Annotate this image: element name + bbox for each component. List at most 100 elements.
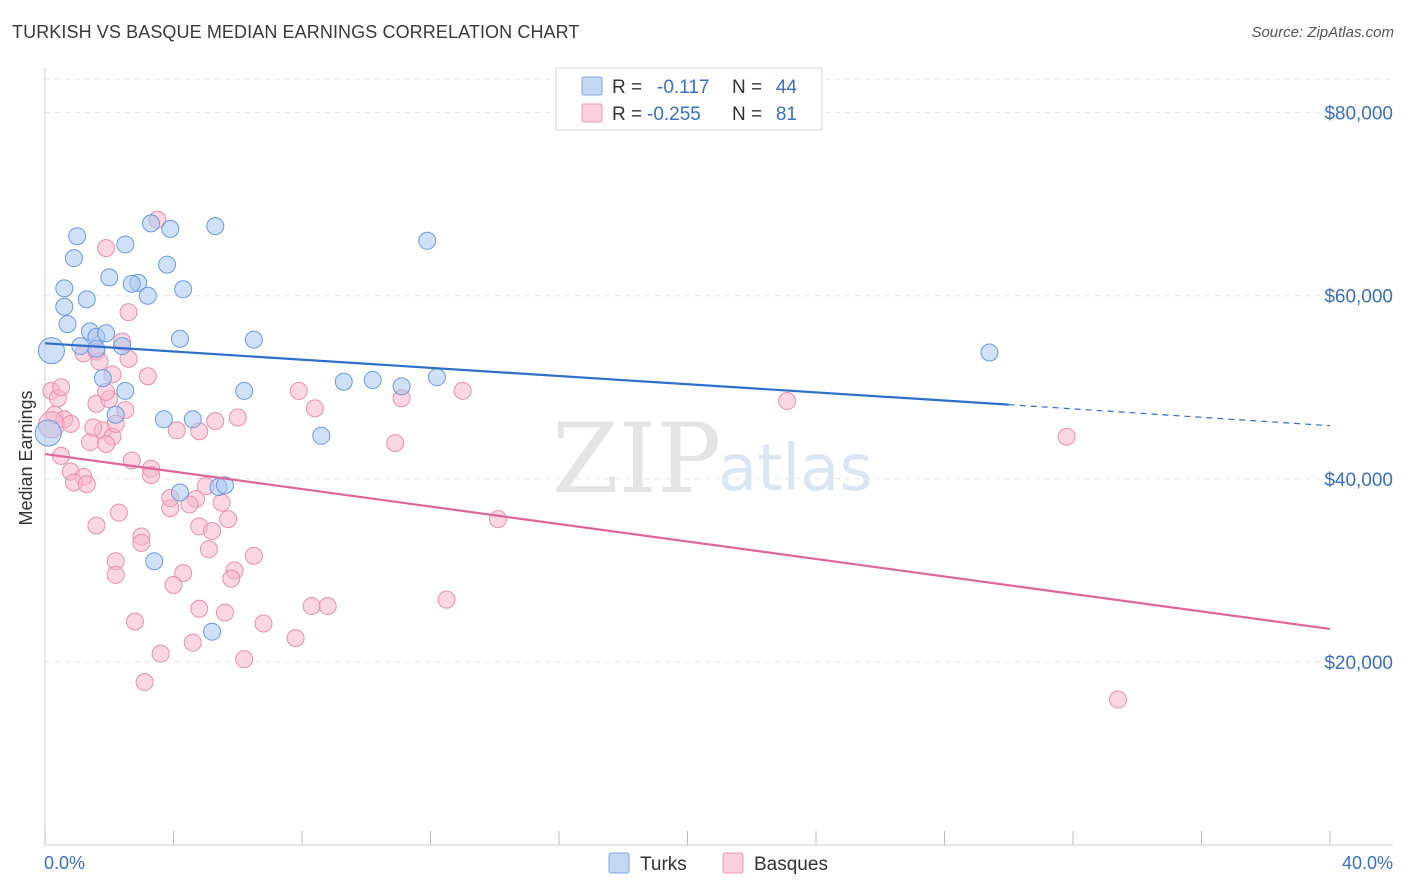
basques-point-60 <box>302 597 321 616</box>
basques-point-41 <box>219 510 238 529</box>
turks-point-20 <box>174 280 193 299</box>
turks-point-21 <box>170 329 189 348</box>
turks-point-40 <box>203 622 222 641</box>
basques-point-57 <box>235 650 254 669</box>
turks-point-10 <box>97 324 116 343</box>
turks-point-34 <box>427 368 446 387</box>
legend-r-label-basques: R = <box>612 104 642 125</box>
legend-swatch-turks <box>581 76 603 96</box>
x-tick-marks <box>44 831 1331 845</box>
turks-point-38 <box>215 476 234 495</box>
turks-point-17 <box>142 214 161 233</box>
turks-point-0 <box>37 337 65 365</box>
turks-point-39 <box>145 552 164 571</box>
basques-point-74 <box>206 412 225 431</box>
y-tick-label-80000: $80,000 <box>1324 104 1393 125</box>
turks-point-42 <box>980 343 999 362</box>
trend-lines <box>44 342 1331 631</box>
turks-point-24 <box>93 369 112 388</box>
basques-point-72 <box>1108 690 1127 709</box>
basques-point-49 <box>106 565 125 584</box>
basques-point-32 <box>212 493 231 512</box>
basques-point-45 <box>244 546 263 565</box>
bottom-legend-label-basques: Basques <box>754 854 828 875</box>
legend-r-label-turks: R = <box>612 77 642 98</box>
x-tick-label-right: 40.0% <box>1342 853 1393 873</box>
legend-n-value-basques: 81 <box>776 104 797 125</box>
basques-point-38 <box>132 533 151 552</box>
basques-point-70 <box>778 391 797 410</box>
basques-point-78 <box>84 418 103 437</box>
basques-point-25 <box>97 239 116 258</box>
basques-point-15 <box>97 435 116 454</box>
turks-point-6 <box>58 315 77 334</box>
turks-point-33 <box>392 377 411 396</box>
basques-point-5 <box>61 414 80 433</box>
turks-point-5 <box>68 227 87 246</box>
basques-trend-line <box>44 453 1331 631</box>
turks-point-25 <box>116 381 135 400</box>
bottom-legend-swatch-turks <box>608 852 630 874</box>
basques-point-29 <box>167 421 186 440</box>
turks-point-36 <box>170 483 189 502</box>
basques-point-36 <box>87 516 106 535</box>
basques-point-11 <box>80 433 99 452</box>
basques-point-54 <box>125 612 144 631</box>
x-tick-label-left: 0.0% <box>44 853 85 873</box>
turks-series <box>34 214 999 641</box>
turks-point-12 <box>116 235 135 254</box>
series-legend: Turks Basques <box>608 852 828 875</box>
basques-point-61 <box>318 597 337 616</box>
basques-point-10 <box>77 475 96 494</box>
basques-point-52 <box>190 599 209 618</box>
basques-point-50 <box>174 564 193 583</box>
turks-point-28 <box>183 410 202 429</box>
source-credit: Source: ZipAtlas.com <box>1251 24 1394 41</box>
basques-point-64 <box>305 399 324 418</box>
watermark-atlas: atlas <box>718 432 873 506</box>
turks-point-18 <box>158 255 177 274</box>
turks-trend-line-extension <box>1008 404 1331 427</box>
y-tick-label-60000: $60,000 <box>1324 287 1393 308</box>
turks-point-26 <box>106 405 125 424</box>
basques-point-56 <box>151 644 170 663</box>
legend-n-label-turks: N = <box>732 77 762 98</box>
basques-point-62 <box>135 673 154 692</box>
turks-point-35 <box>418 231 437 250</box>
turks-point-41 <box>87 339 106 358</box>
basques-point-51 <box>164 576 183 595</box>
basques-point-43 <box>203 521 222 540</box>
basques-point-53 <box>215 603 234 622</box>
basques-point-26 <box>138 367 157 386</box>
basques-point-44 <box>199 540 218 559</box>
turks-point-1 <box>55 297 74 316</box>
turks-point-30 <box>312 426 331 445</box>
basques-point-35 <box>109 503 128 522</box>
turks-point-31 <box>334 372 353 391</box>
basques-point-47 <box>222 569 241 588</box>
turks-point-4 <box>77 290 96 309</box>
basques-point-59 <box>286 629 305 648</box>
basques-point-71 <box>1057 427 1076 446</box>
turks-point-3 <box>55 279 74 298</box>
legend-r-value-basques: -0.255 <box>647 104 701 125</box>
turks-point-43 <box>34 419 62 447</box>
basques-point-80 <box>180 495 199 514</box>
legend-swatch-basques <box>581 103 603 123</box>
chart-title: TURKISH VS BASQUE MEDIAN EARNINGS CORREL… <box>12 22 580 42</box>
turks-point-29 <box>235 381 254 400</box>
basques-point-40 <box>142 466 161 485</box>
basques-point-63 <box>289 381 308 400</box>
basques-point-69 <box>437 590 456 609</box>
watermark-zip: ZIP <box>552 403 721 515</box>
turks-trend-line <box>44 342 1009 406</box>
turks-point-32 <box>363 370 382 389</box>
basques-series <box>37 210 1127 709</box>
bottom-legend-label-turks: Turks <box>640 854 687 875</box>
gridlines <box>45 78 1393 663</box>
basques-point-67 <box>453 381 472 400</box>
turks-point-22 <box>206 217 225 236</box>
turks-point-27 <box>154 410 173 429</box>
turks-point-16 <box>138 286 157 305</box>
